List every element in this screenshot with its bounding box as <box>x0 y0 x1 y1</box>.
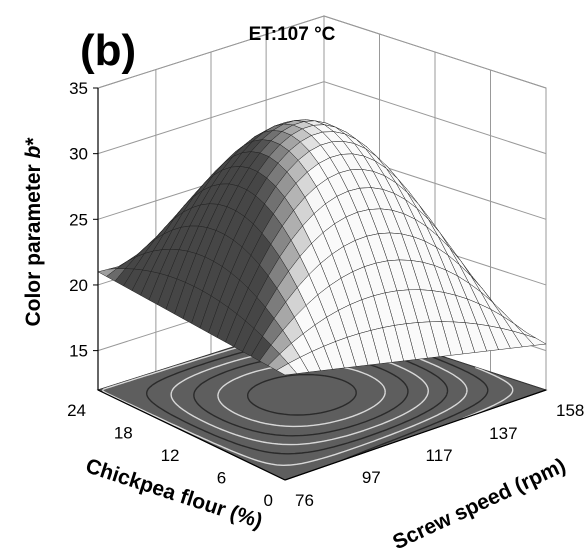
chart-title: ET:107 °C <box>249 24 336 45</box>
x-tick-label: 12 <box>161 446 180 465</box>
z-tick-label: 20 <box>69 276 88 295</box>
y-tick-label: 117 <box>426 446 453 465</box>
y-axis-line <box>284 389 547 481</box>
tick-labels: 15 20 25 30 35 0 6 12 18 24 76 97 117 137 158 <box>67 79 584 510</box>
x-tick-label: 0 <box>264 491 273 510</box>
x-axis-line <box>97 389 286 481</box>
contour-level <box>247 373 357 416</box>
x-tick-label: 6 <box>217 469 226 488</box>
x-tick-label: 18 <box>114 424 133 443</box>
z-tick-label: 15 <box>69 342 88 361</box>
z-tick-label: 35 <box>69 79 88 98</box>
z-tick-label: 25 <box>69 210 88 229</box>
axes <box>97 88 547 481</box>
y-tick-label: 137 <box>489 424 517 443</box>
x-axis-label: Chickpea flour (%) <box>83 454 265 533</box>
z-tick-label: 30 <box>69 145 88 164</box>
x-tick-label: 24 <box>67 401 86 420</box>
y-tick-label: 97 <box>362 468 381 487</box>
y-tick-label: 158 <box>556 401 584 420</box>
y-axis-label: Screw speed (rpm) <box>389 454 569 554</box>
z-axis-label: Color parameter b* <box>22 137 45 327</box>
response-surface <box>97 119 547 376</box>
panel-label: (b) <box>80 26 136 75</box>
surface-patch <box>275 363 298 376</box>
y-tick-label: 76 <box>295 491 314 510</box>
